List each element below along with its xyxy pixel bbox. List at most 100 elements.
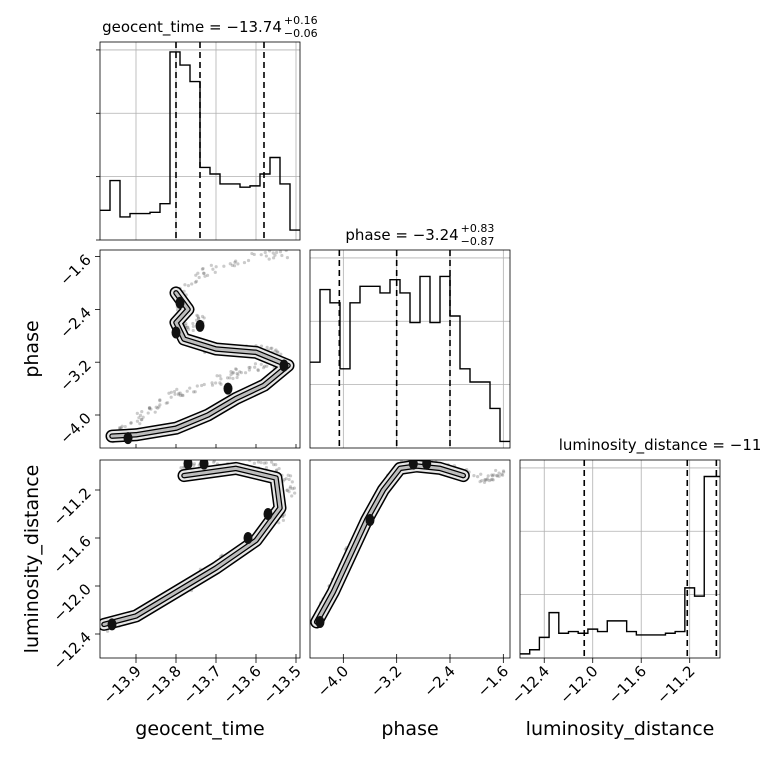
- scatter-point: [485, 478, 489, 482]
- hist-step: [310, 275, 510, 443]
- scatter-point: [192, 390, 196, 394]
- scatter-panel-phase-luminosity_distance: [309, 459, 511, 659]
- scatter-point: [147, 406, 152, 411]
- scatter-point: [105, 629, 110, 633]
- x-axis-label: geocent_time: [135, 718, 264, 740]
- scatter-point: [480, 478, 484, 483]
- scatter-point: [200, 314, 205, 319]
- scatter-point: [138, 422, 142, 426]
- scatter-point: [184, 322, 188, 326]
- x-tick-label: −13.8: [140, 662, 185, 707]
- hist-title-geocent_time: geocent_time = −13.74 +0.16−0.06: [102, 14, 318, 40]
- scatter-point: [222, 264, 226, 268]
- scatter-point: [219, 382, 223, 386]
- scatter-point: [218, 381, 222, 385]
- scatter-point: [186, 325, 190, 329]
- hist-panel-geocent_time: geocent_time = −13.74 +0.16−0.06: [96, 14, 318, 241]
- scatter-point: [256, 460, 261, 464]
- scatter-point: [265, 364, 269, 368]
- scatter-point: [153, 410, 157, 414]
- scatter-point: [200, 383, 204, 388]
- scatter-point: [270, 346, 274, 350]
- scatter-point: [219, 377, 223, 381]
- x-axis-geocent_time: −13.9−13.8−13.7−13.6−13.5 geocent_time: [100, 658, 305, 740]
- scatter-point: [201, 266, 205, 271]
- hist-title-luminosity_distance: luminosity_distance = −11.22+0.25−0.85: [559, 436, 760, 455]
- density-peak: [183, 460, 193, 470]
- scatter-point: [119, 426, 123, 430]
- title-main: phase = −3.24: [345, 226, 458, 244]
- y-tick-label: −11.2: [50, 484, 95, 529]
- x-tick-label: −2.4: [420, 662, 458, 700]
- density-peak: [365, 514, 375, 526]
- scatter-point: [259, 461, 263, 465]
- scatter-point: [165, 401, 170, 405]
- x-tick-label: −1.6: [474, 662, 512, 700]
- scatter-point: [172, 389, 177, 394]
- scatter-point: [490, 473, 494, 477]
- x-axis-label: phase: [381, 718, 438, 740]
- scatter-point: [248, 460, 252, 462]
- scatter-point: [137, 416, 141, 420]
- scatter-point: [288, 485, 293, 489]
- scatter-point: [494, 468, 498, 473]
- scatter-point: [179, 466, 183, 470]
- scatter-point: [490, 477, 494, 482]
- scatter-point: [275, 350, 279, 354]
- scatter-point: [177, 391, 181, 395]
- scatter-frame: [99, 249, 301, 449]
- scatter-point: [502, 470, 506, 474]
- hist-title-phase: phase = −3.24 +0.83−0.87: [345, 222, 494, 248]
- density-peak: [175, 296, 185, 309]
- scatter-point: [259, 362, 263, 367]
- scatter-point: [275, 468, 279, 472]
- y-tick-label: −12.0: [50, 580, 95, 625]
- y-axis-luminosity_distance: −12.4−12.0−11.6−11.2 luminosity_distance: [21, 465, 100, 673]
- scatter-point: [169, 395, 173, 399]
- scatter-point: [205, 273, 210, 277]
- density-peak: [279, 359, 289, 372]
- scatter-point: [479, 472, 483, 476]
- scatter-point: [236, 373, 240, 377]
- scatter-point: [158, 399, 162, 403]
- scatter-point: [476, 474, 480, 479]
- hist-step: [520, 475, 720, 655]
- scatter-point: [253, 362, 258, 366]
- scatter-point: [209, 263, 213, 267]
- scatter-point: [490, 474, 495, 478]
- scatter-point: [501, 469, 506, 473]
- scatter-point: [248, 365, 252, 370]
- scatter-point: [262, 366, 266, 370]
- x-tick-label: −11.2: [653, 662, 698, 707]
- scatter-point: [497, 474, 501, 478]
- scatter-point: [147, 406, 152, 410]
- scatter-point: [234, 259, 238, 263]
- scatter-point: [239, 371, 243, 375]
- scatter-point: [231, 376, 235, 381]
- scatter-point: [265, 345, 269, 349]
- scatter-point: [195, 313, 199, 317]
- scatter-point: [264, 461, 268, 465]
- x-axis-phase: −4.0 −3.2 −2.4 −1.6 phase: [314, 658, 512, 740]
- scatter-point: [149, 407, 153, 411]
- scatter-point: [193, 280, 198, 284]
- scatter-point: [282, 513, 286, 517]
- scatter-point: [233, 260, 237, 265]
- scatter-point: [483, 478, 487, 482]
- scatter-point: [230, 263, 234, 267]
- scatter-point: [500, 473, 505, 477]
- scatter-point: [256, 368, 260, 372]
- scatter-point: [138, 413, 143, 417]
- scatter-point: [259, 344, 264, 348]
- scatter-point: [203, 274, 207, 278]
- x-tick-label: −3.2: [367, 662, 405, 700]
- title-minus: −0.06: [284, 27, 318, 40]
- scatter-point: [186, 284, 191, 288]
- scatter-point: [164, 401, 168, 405]
- scatter-point: [129, 421, 133, 425]
- scatter-point: [186, 327, 191, 331]
- x-tick-label: −13.6: [220, 662, 265, 707]
- scatter-point: [290, 494, 294, 498]
- scatter-point: [191, 321, 195, 326]
